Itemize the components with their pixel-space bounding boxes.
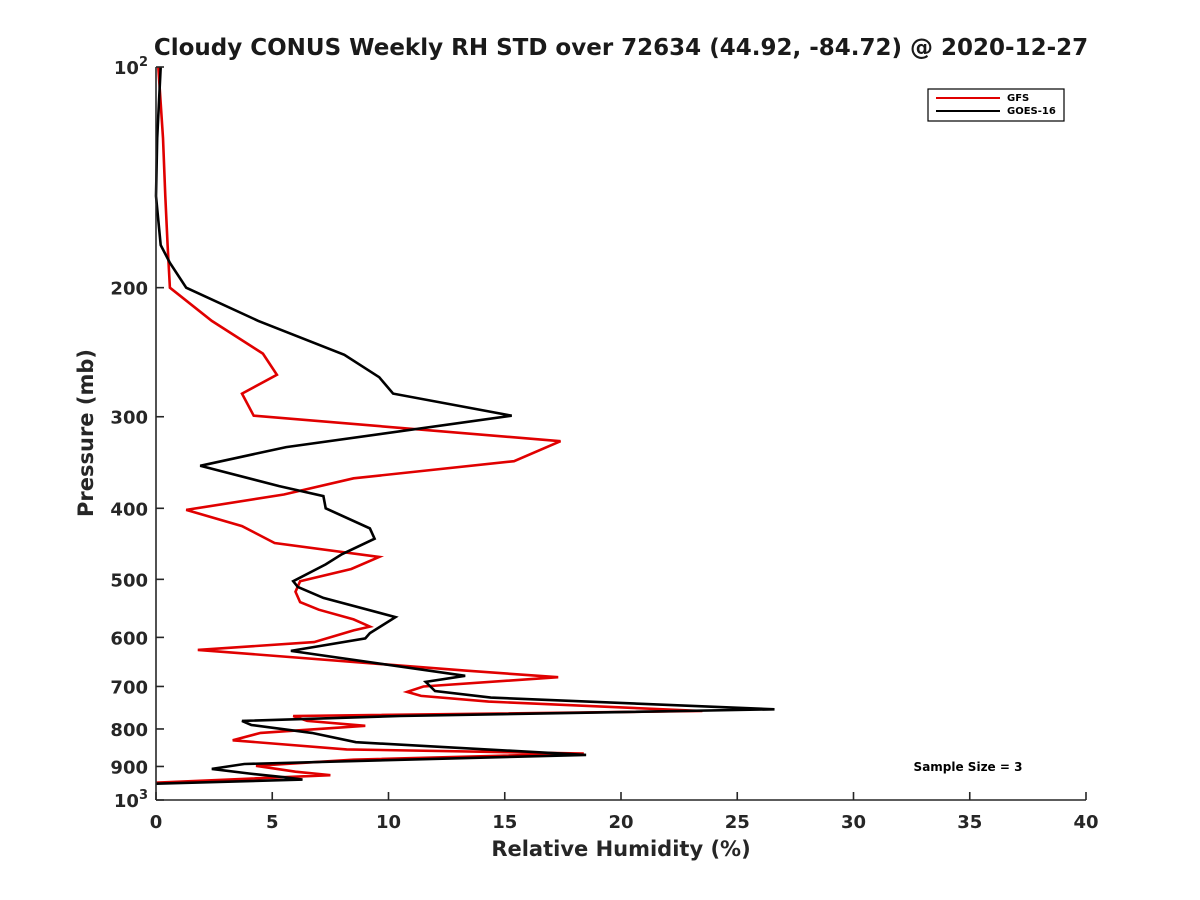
y-tick-label: 400 bbox=[110, 499, 148, 520]
y-tick-label: 800 bbox=[110, 720, 148, 741]
y-tick-label: 103 bbox=[114, 788, 148, 812]
y-axis-label: Pressure (mb) bbox=[74, 349, 98, 517]
legend-label-goes16: GOES-16 bbox=[1007, 106, 1056, 117]
y-tick-label: 200 bbox=[110, 279, 148, 300]
x-tick-label: 20 bbox=[608, 812, 633, 833]
series-line-goes16 bbox=[154, 66, 775, 785]
series-line-gfs bbox=[155, 66, 703, 784]
x-ticks: 0 5 10 15 20 25 30 35 40 bbox=[150, 792, 1099, 833]
x-tick-label: 30 bbox=[841, 812, 866, 833]
x-tick-label: 35 bbox=[957, 812, 982, 833]
sample-size-annotation: Sample Size = 3 bbox=[914, 760, 1023, 774]
y-tick-label: 300 bbox=[110, 408, 148, 429]
chart-title: Cloudy CONUS Weekly RH STD over 72634 (4… bbox=[154, 35, 1088, 61]
legend: GFS GOES-16 bbox=[927, 88, 1065, 122]
x-axis-label: Relative Humidity (%) bbox=[491, 837, 750, 861]
x-tick-label: 40 bbox=[1073, 812, 1098, 833]
x-tick-label: 5 bbox=[266, 812, 279, 833]
y-tick-label: 500 bbox=[110, 570, 148, 591]
y-tick-label: 102 bbox=[114, 55, 148, 79]
x-tick-label: 25 bbox=[725, 812, 750, 833]
y-ticks: 102 200 300 400 500 600 700 800 900 103 bbox=[110, 55, 164, 812]
x-tick-label: 15 bbox=[492, 812, 517, 833]
plot-area: 0 5 10 15 20 25 30 35 40 102 200 300 400 500 600 700 80… bbox=[110, 55, 1098, 833]
y-tick-label: 900 bbox=[110, 757, 148, 778]
legend-label-gfs: GFS bbox=[1007, 93, 1029, 104]
legend-box bbox=[927, 88, 1065, 122]
series-layer bbox=[154, 66, 775, 785]
y-tick-label: 700 bbox=[110, 677, 148, 698]
x-tick-label: 0 bbox=[150, 812, 163, 833]
x-tick-label: 10 bbox=[376, 812, 401, 833]
y-tick-label: 600 bbox=[110, 628, 148, 649]
